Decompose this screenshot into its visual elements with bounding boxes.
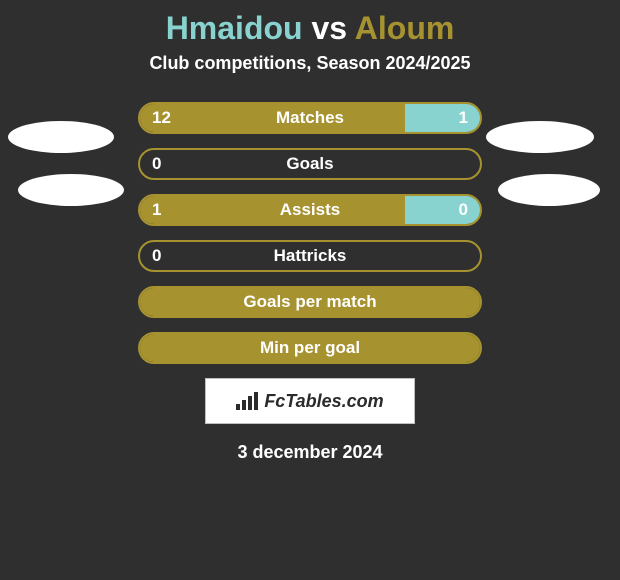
title-left: Hmaidou <box>166 10 303 46</box>
stat-label: Goals <box>140 154 480 174</box>
stat-row: 0Hattricks <box>138 240 482 272</box>
brand-text: FcTables.com <box>264 391 383 412</box>
stat-row: 0Goals <box>138 148 482 180</box>
stat-label: Min per goal <box>140 338 480 358</box>
stat-label: Assists <box>140 200 480 220</box>
stat-row: 121Matches <box>138 102 482 134</box>
title-right: Aloum <box>355 10 455 46</box>
bar-chart-icon <box>236 392 258 410</box>
stat-row: 10Assists <box>138 194 482 226</box>
brand-box: FcTables.com <box>205 378 415 424</box>
stat-label: Goals per match <box>140 292 480 312</box>
title-vs: vs <box>303 10 355 46</box>
footer-date: 3 december 2024 <box>0 442 620 463</box>
stat-label: Matches <box>140 108 480 128</box>
stat-row: Min per goal <box>138 332 482 364</box>
stats-container: 121Matches 0Goals 10Assists 0Hattricks Goals… <box>0 102 620 364</box>
subtitle: Club competitions, Season 2024/2025 <box>0 53 620 74</box>
page-title: Hmaidou vs Aloum <box>0 0 620 53</box>
stat-label: Hattricks <box>140 246 480 266</box>
stat-row: Goals per match <box>138 286 482 318</box>
